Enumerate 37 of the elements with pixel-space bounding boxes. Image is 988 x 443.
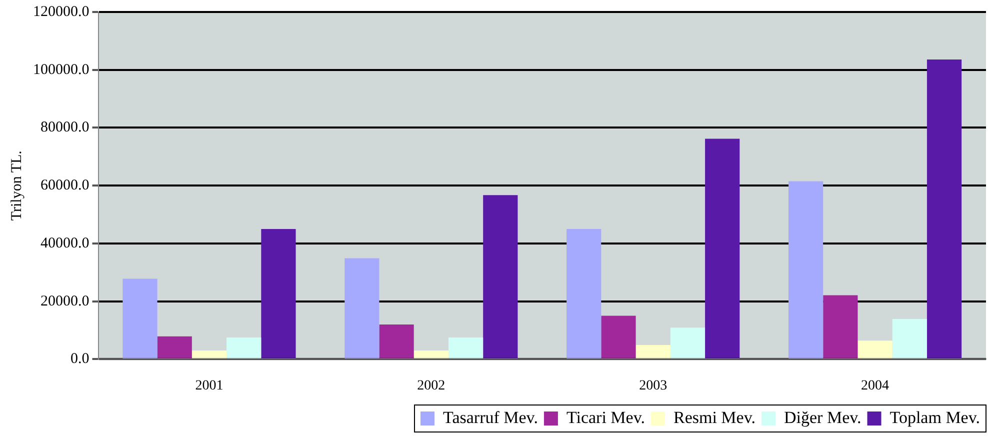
legend-label: Resmi Mev. <box>673 408 756 427</box>
x-tick-label: 2004 <box>861 378 890 394</box>
bar <box>448 338 484 358</box>
y-tick-label: 60000.0 <box>40 178 90 194</box>
legend-label: Diğer Mev. <box>784 408 862 427</box>
bar <box>636 345 670 358</box>
bar <box>344 258 380 358</box>
bar <box>122 278 158 358</box>
x-tick-label: 2002 <box>417 378 446 394</box>
x-tick-label: 2001 <box>195 378 224 394</box>
bar <box>788 181 824 358</box>
bar <box>566 229 602 358</box>
y-tick-label: 40000.0 <box>40 235 90 252</box>
bar <box>892 318 927 358</box>
y-tick-label: 100000.0 <box>33 62 90 78</box>
bar <box>192 350 227 358</box>
bar <box>926 59 962 358</box>
bar <box>705 138 740 358</box>
legend-label: Ticari Mev. <box>566 408 645 427</box>
bar <box>157 336 192 358</box>
legend-label: Tasarruf Mev. <box>443 408 538 427</box>
bar <box>670 328 706 358</box>
bar <box>858 340 892 358</box>
bar <box>414 350 448 358</box>
y-tick-label: 80000.0 <box>40 120 90 136</box>
x-tick-label: 2003 <box>639 378 668 394</box>
y-tick-label: 20000.0 <box>40 293 90 310</box>
y-axis-title: Trilyon TL. <box>8 150 25 221</box>
bar <box>379 324 414 358</box>
bar <box>261 229 296 358</box>
bar <box>601 316 636 358</box>
legend-label: Toplam Mev. <box>890 408 980 427</box>
y-tick-label: 120000.0 <box>33 4 90 20</box>
bar <box>483 195 518 358</box>
bar <box>226 338 262 358</box>
bar <box>823 295 858 358</box>
y-tick-label: 0.0 <box>70 351 90 368</box>
